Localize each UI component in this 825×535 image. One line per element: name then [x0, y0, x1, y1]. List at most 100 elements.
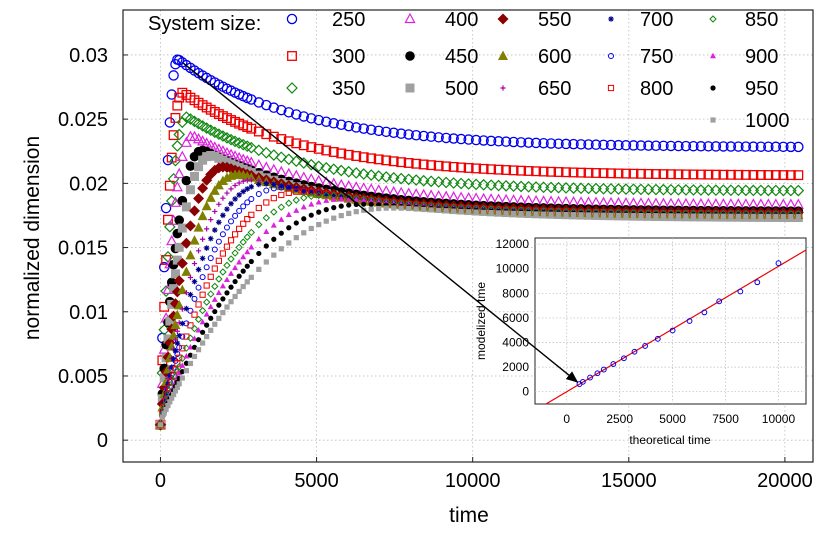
data-point [174, 340, 181, 346]
data-point [495, 210, 502, 216]
data-point [172, 348, 179, 354]
data-point [197, 182, 209, 194]
inset-y-tick-label: 0 [522, 385, 529, 399]
data-point [642, 183, 655, 196]
data-point [500, 136, 512, 147]
data-point [560, 138, 572, 150]
data-point [286, 225, 292, 231]
data-point [163, 406, 169, 412]
data-point [194, 162, 204, 172]
data-point [433, 160, 444, 171]
data-point [203, 282, 210, 289]
data-point [237, 138, 250, 151]
data-point [763, 170, 774, 180]
data-point [765, 213, 771, 219]
data-point [507, 180, 520, 193]
legend-marker [286, 13, 298, 25]
data-point [176, 257, 188, 269]
legend-marker [404, 12, 416, 24]
data-point [327, 163, 340, 176]
data-point [191, 353, 198, 360]
legend-label: 250 [332, 9, 365, 31]
data-point [162, 250, 174, 263]
data-point [740, 184, 752, 197]
data-point [421, 206, 427, 213]
data-point [568, 167, 579, 178]
data-point [755, 170, 766, 180]
data-point [357, 168, 370, 180]
data-point [510, 210, 517, 216]
inset-data-point [737, 288, 744, 295]
data-point [570, 212, 577, 218]
data-point [240, 203, 247, 210]
data-point [680, 169, 691, 180]
legend-label: 900 [745, 46, 778, 68]
legend-marker [709, 15, 717, 23]
inset-data-point [654, 335, 661, 342]
data-point [240, 220, 247, 227]
data-point [166, 234, 178, 246]
data-point [650, 140, 662, 152]
data-point [361, 201, 367, 207]
data-point [448, 161, 459, 172]
legend-label: 700 [640, 9, 673, 31]
data-point [410, 174, 423, 186]
data-point [248, 211, 255, 218]
data-point [207, 235, 214, 242]
data-point [187, 360, 194, 367]
data-point [207, 273, 214, 280]
data-point [244, 215, 251, 223]
data-point [160, 202, 172, 214]
data-point [346, 202, 352, 208]
data-point [718, 141, 729, 152]
inset-data-point [600, 366, 607, 373]
data-point [244, 263, 250, 269]
data-point [232, 212, 239, 219]
inset-x-tick-label: 5000 [659, 412, 686, 426]
data-point [328, 147, 339, 157]
data-point [501, 165, 512, 175]
data-point [770, 170, 781, 181]
data-point [216, 201, 222, 207]
data-point [350, 122, 362, 133]
data-point [216, 315, 222, 321]
data-point [179, 333, 186, 340]
data-point [680, 140, 692, 152]
data-point [200, 329, 206, 335]
data-point [298, 140, 309, 151]
data-point [530, 181, 542, 193]
data-point [635, 140, 647, 151]
data-point [443, 208, 449, 214]
data-point [762, 184, 775, 197]
data-point [232, 182, 238, 189]
data-point [315, 198, 322, 205]
inset-data-point [701, 309, 708, 316]
legend-label: 600 [538, 46, 571, 68]
data-point [195, 284, 202, 291]
data-point [540, 211, 547, 217]
data-point [212, 321, 218, 327]
data-point [186, 334, 195, 342]
data-point [191, 295, 198, 302]
data-point [608, 212, 614, 218]
data-point [598, 139, 609, 151]
data-point [228, 299, 234, 305]
data-point [243, 233, 251, 241]
data-point [703, 141, 714, 152]
data-point [698, 213, 704, 219]
data-point [263, 228, 270, 235]
data-point [372, 170, 385, 182]
data-point [758, 213, 764, 219]
data-point [733, 141, 744, 152]
data-point [463, 134, 474, 145]
legend-marker [405, 83, 415, 93]
data-point [172, 100, 183, 111]
legend-marker [498, 50, 508, 60]
legend-label: 500 [445, 78, 478, 100]
data-point [645, 213, 652, 219]
data-point [658, 140, 669, 152]
data-point [176, 381, 182, 387]
data-point [537, 181, 550, 194]
data-point [172, 309, 183, 320]
data-point [308, 212, 314, 218]
